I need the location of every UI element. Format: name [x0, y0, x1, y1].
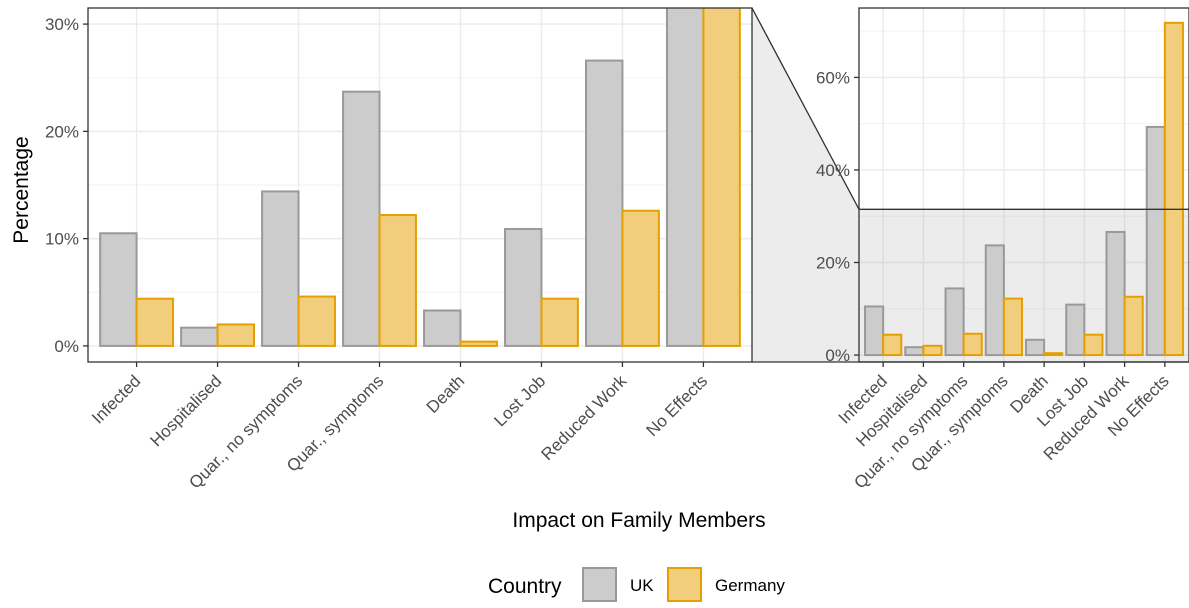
bar-uk-infected	[864, 305, 885, 357]
x-tick-label-infected: Infected	[88, 371, 144, 427]
bar-germany-no-effects	[1163, 21, 1184, 357]
x-tick-label-no-effects: No Effects	[643, 371, 712, 440]
bar-uk-quar-symptoms	[984, 244, 1005, 357]
y-tick-label: 40%	[816, 161, 850, 180]
x-tick-label-death: Death	[423, 371, 469, 417]
bar-uk-death	[1025, 338, 1046, 357]
x-tick-label-hospitalised: Hospitalised	[146, 371, 225, 450]
x-tick-label-lost-job: Lost Job	[490, 371, 549, 430]
legend: Country UK Germany	[488, 567, 785, 602]
x-axis-title: Impact on Family Members	[512, 509, 765, 532]
zoom-connector-area	[752, 8, 859, 362]
bar-germany-lost-job	[1083, 333, 1104, 357]
y-tick-label: 30%	[45, 15, 79, 34]
y-axis-title: Percentage	[10, 136, 33, 243]
bar-uk-reduced-work	[1105, 230, 1126, 357]
bar-germany-death	[1043, 352, 1064, 357]
bar-uk-hospitalised	[180, 326, 219, 347]
bar-germany-hospitalised	[922, 344, 943, 357]
legend-key-uk	[582, 567, 617, 602]
bar-uk-reduced-work	[585, 59, 624, 347]
bar-germany-quar-symptoms	[378, 214, 417, 347]
zoom-connector-top	[751, 7, 860, 210]
y-tick-label: 0%	[54, 337, 79, 356]
x-tick-label-reduced-work: Reduced Work	[538, 371, 631, 464]
zoom-panel-border	[858, 7, 1189, 363]
bar-germany-hospitalised	[216, 323, 255, 347]
legend-label-uk: UK	[630, 576, 654, 595]
y-tick-label: 20%	[816, 254, 850, 273]
y-tick-label: 0%	[825, 346, 850, 365]
zoom-panel-bars	[864, 21, 1184, 357]
bar-uk-lost-job	[504, 227, 543, 347]
bar-germany-infected	[882, 333, 903, 357]
main-panel-bars	[99, 8, 741, 347]
legend-label-germany: Germany	[715, 576, 785, 595]
bar-germany-lost-job	[540, 297, 579, 347]
bar-uk-hospitalised	[904, 346, 925, 357]
bar-uk-quar-no-symptoms	[261, 190, 300, 347]
bar-uk-no-effects	[1145, 125, 1166, 357]
bar-germany-quar-symptoms	[1002, 297, 1023, 357]
bar-germany-quar-no-symptoms	[297, 295, 336, 347]
bar-uk-lost-job	[1065, 303, 1086, 357]
bar-germany-reduced-work	[621, 209, 660, 347]
y-tick-label: 10%	[45, 230, 79, 249]
bar-uk-death	[423, 309, 462, 347]
main-panel-border	[87, 7, 753, 363]
legend-key-germany	[667, 567, 702, 602]
legend-title: Country	[488, 575, 562, 598]
bar-germany-infected	[135, 297, 175, 347]
bar-germany-no-effects	[702, 8, 741, 347]
bar-uk-quar-symptoms	[342, 90, 381, 347]
zoom-connector	[751, 7, 860, 363]
bar-uk-infected	[99, 232, 138, 347]
bar-germany-quar-no-symptoms	[962, 332, 983, 357]
bar-uk-no-effects	[665, 8, 705, 347]
y-tick-label: 60%	[816, 68, 850, 87]
y-tick-label: 20%	[45, 122, 79, 141]
bar-uk-quar-no-symptoms	[944, 287, 965, 357]
bar-germany-death	[459, 340, 498, 347]
bar-germany-reduced-work	[1123, 295, 1144, 357]
